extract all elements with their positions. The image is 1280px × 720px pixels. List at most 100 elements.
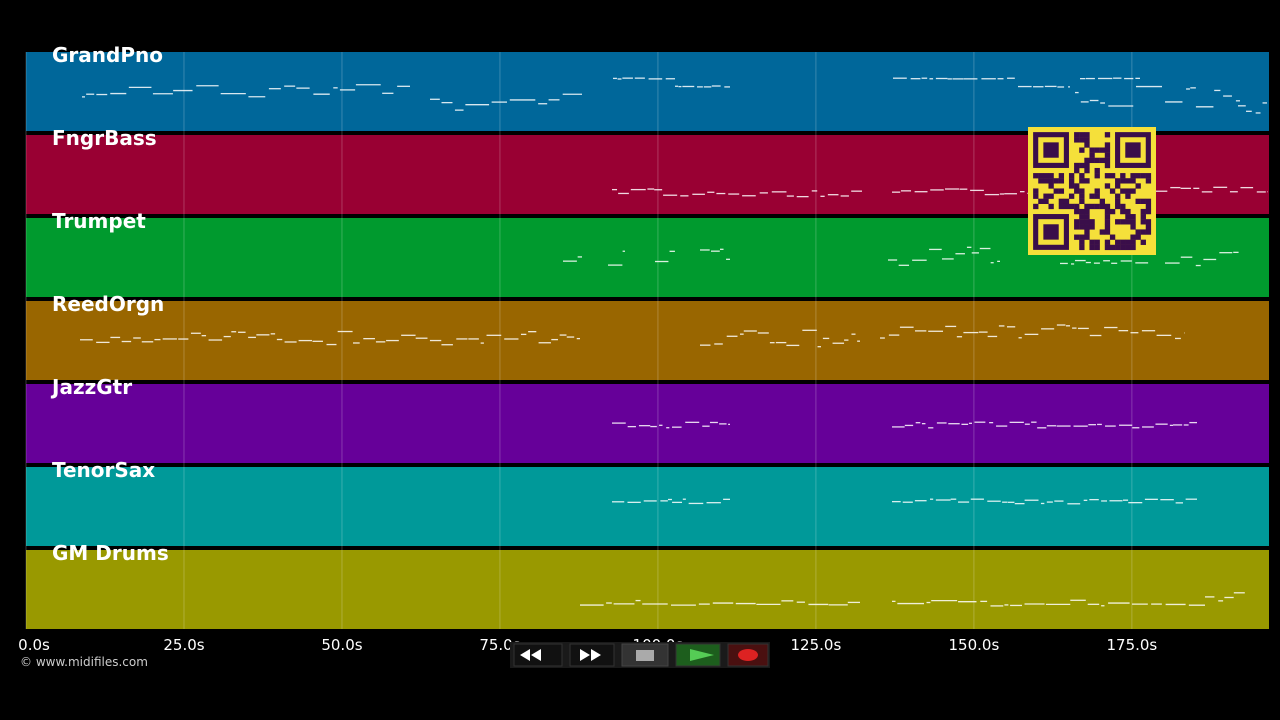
grid [25,52,1133,629]
qr-module [1084,234,1090,240]
qr-module [1038,198,1044,204]
qr-module [1033,173,1039,179]
qr-module [1109,188,1116,194]
qr-module [1084,203,1090,210]
qr-module [1079,234,1085,240]
qr-module [1099,157,1105,164]
qr-module [1079,198,1085,204]
tick-label: 150.0s [949,636,1000,654]
qr-module [1053,178,1059,184]
qr-module [1099,198,1105,204]
qr-module [1104,157,1111,164]
qr-finder [1043,224,1059,240]
track-name: ReedOrgn [52,292,164,316]
qr-module [1074,234,1080,240]
qr-module [1058,198,1065,204]
qr-module [1079,132,1085,138]
qr-module [1048,178,1054,184]
qr-module [1109,244,1116,251]
qr-module [1038,173,1044,179]
qr-module [1104,147,1111,153]
qr-module [1125,239,1131,245]
qr-module [1130,188,1136,194]
qr-module [1115,183,1121,189]
qr-module [1043,173,1049,179]
qr-module [1048,193,1054,199]
qr-module [1099,203,1105,210]
qr-module [1140,198,1146,204]
qr-module [1079,224,1085,230]
qr-module [1099,229,1105,235]
qr-finder [1043,142,1059,158]
qr-module [1079,173,1085,179]
qr-module [1084,229,1090,235]
qr-finder [1125,142,1141,158]
qr-module [1130,224,1136,230]
qr-module [1074,203,1080,210]
qr-module [1089,157,1095,164]
qr-module [1115,239,1121,245]
track-lane [26,467,1269,546]
qr-module [1058,203,1065,210]
tick-label: 25.0s [163,636,204,654]
qr-module [1104,239,1111,245]
qr-module [1068,183,1075,189]
qr-module [1125,208,1131,215]
qr-module [1079,162,1085,169]
qr-module [1048,203,1054,210]
tick-label: 125.0s [791,636,842,654]
record-button[interactable] [727,643,769,667]
qr-module [1074,183,1080,189]
track-lane [26,550,1269,629]
qr-module [1084,178,1090,184]
qr-module [1079,239,1085,245]
qr-module [1120,208,1126,215]
tick-label: 0.0s [18,636,50,654]
qr-module [1104,183,1111,189]
qr-module [1079,188,1085,194]
qr-module [1074,162,1080,169]
qr-module [1104,224,1111,230]
qr-module [1048,183,1054,189]
qr-module [1135,173,1141,179]
qr-module [1074,224,1080,230]
qr-module [1125,214,1131,220]
qr-module [1074,188,1080,194]
qr-module [1058,178,1065,184]
qr-module [1063,198,1070,204]
qr-module [1089,219,1095,225]
qr-module [1104,214,1111,220]
qr-module [1130,234,1136,240]
qr-module [1115,244,1121,251]
qr-module [1074,137,1080,143]
qr-module [1033,193,1039,199]
qr-module [1089,203,1095,210]
qr-module [1074,219,1080,225]
qr-module [1125,188,1131,194]
qr-module [1145,203,1152,210]
qr-module [1094,167,1100,174]
qr-module [1104,244,1111,251]
qr-module [1135,198,1141,204]
qr-module [1084,137,1090,143]
qr-module [1033,188,1039,194]
qr-module [1120,203,1126,210]
forward-button[interactable] [569,643,615,667]
qr-module [1058,188,1065,194]
qr-module [1104,152,1111,158]
qr-module [1140,229,1146,235]
qr-module [1140,173,1146,179]
qr-module [1125,219,1131,225]
qr-module [1120,239,1126,245]
track-name: GM Drums [52,541,169,565]
stop-button[interactable] [621,643,669,667]
qr-module [1130,244,1136,251]
rewind-button[interactable] [513,643,563,667]
qr-module [1084,208,1090,215]
qr-module [1089,152,1095,158]
tick-label: 50.0s [321,636,362,654]
track-name: JazzGtr [50,375,132,399]
qr-module [1094,147,1100,153]
play-button[interactable] [675,643,721,667]
